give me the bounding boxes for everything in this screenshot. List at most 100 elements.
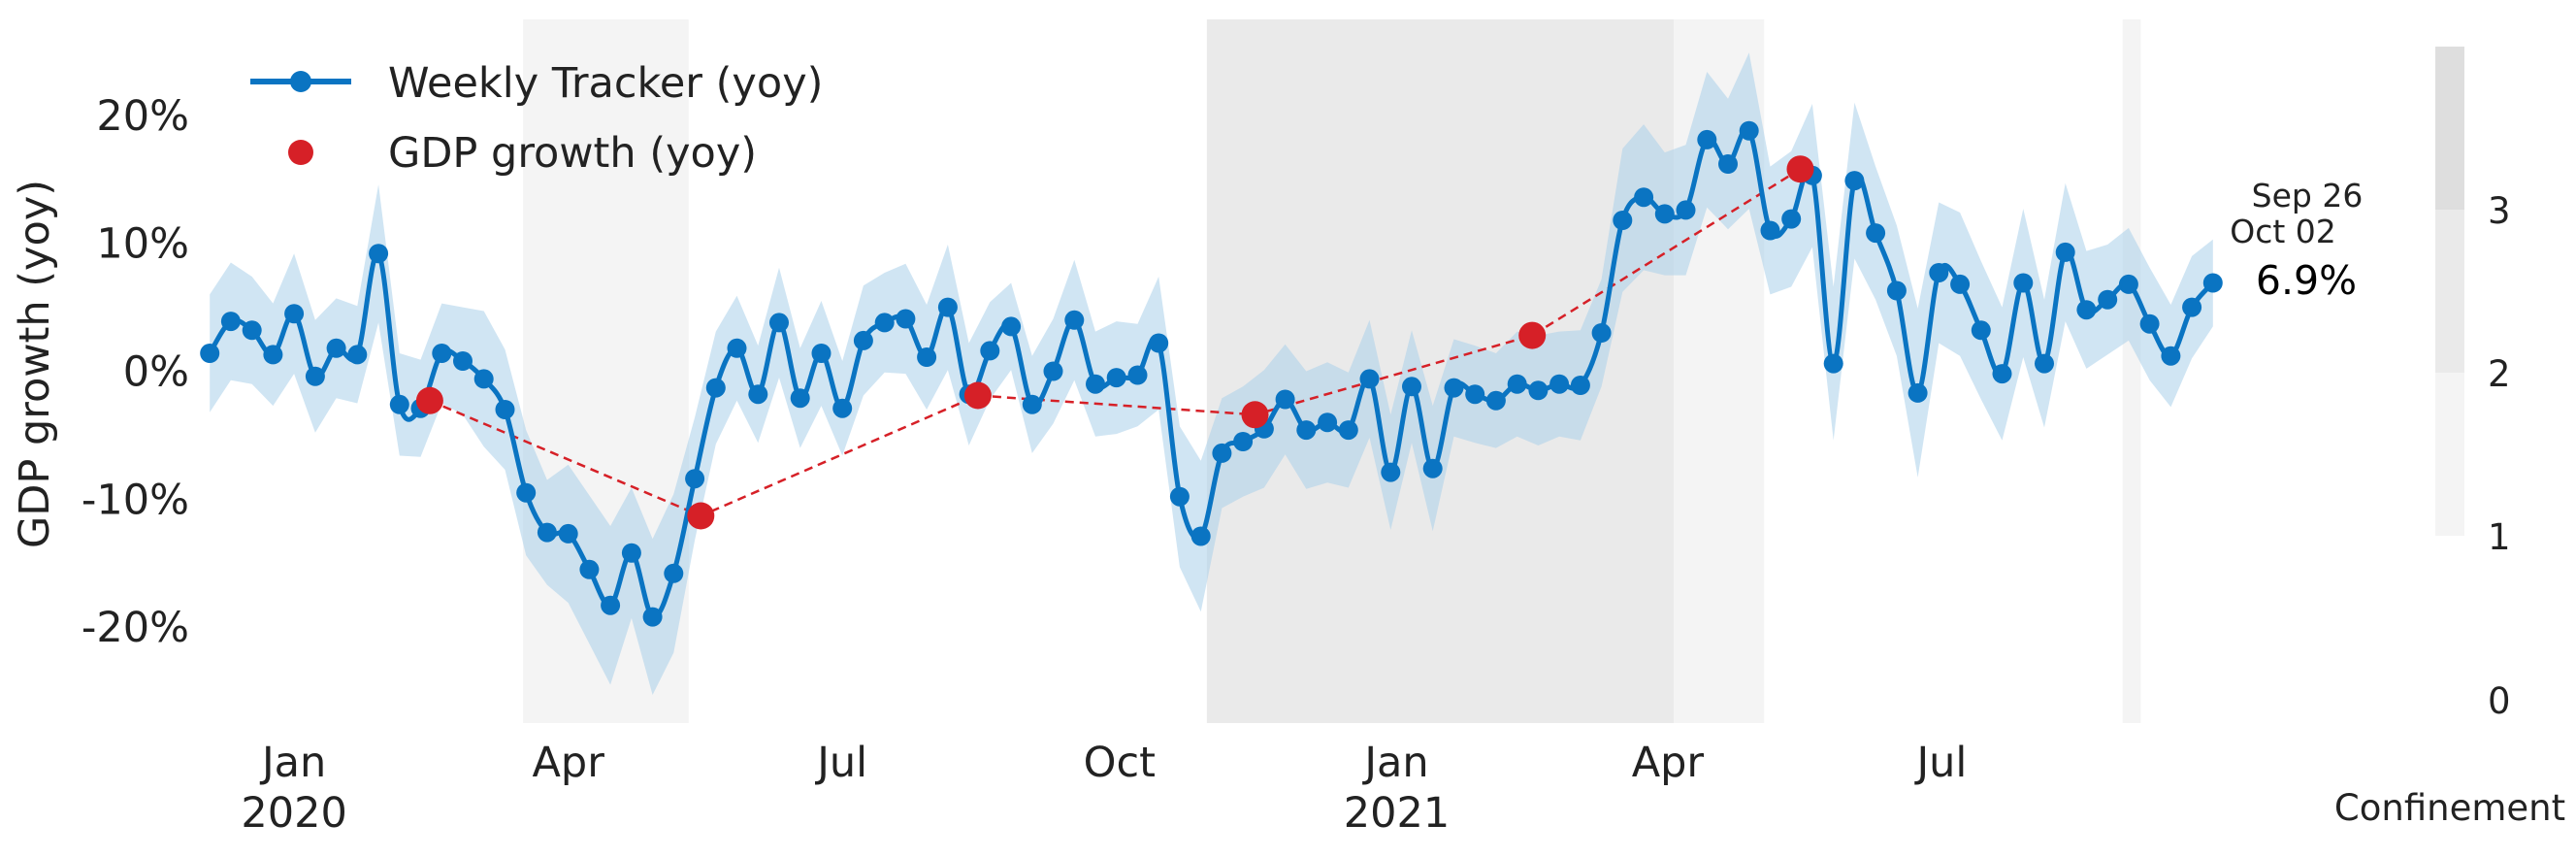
tracker-point-25 [727,338,747,358]
colorbar-tick-2: 2 [2488,353,2511,395]
tracker-point-62 [1507,374,1527,394]
tracker-point-83 [1950,274,1971,294]
tracker-point-21 [642,607,663,627]
tracker-point-33 [896,309,916,329]
tracker-point-8 [369,244,389,264]
y-axis: 20% 10% 0% -10% -20% [82,92,189,652]
x-tick-label-5: Apr [1632,739,1705,787]
annotation-week-end: Oct 02 [2230,213,2336,250]
tracker-point-24 [705,378,726,398]
y-tick-label-3: -10% [82,476,189,524]
tracker-point-84 [1971,320,1991,341]
tracker-point-43 [1106,368,1126,388]
x-tick-label-6: Jul [1913,739,1967,787]
tracker-point-82 [1929,263,1949,282]
weekly-tracker-layer [200,120,2223,627]
latest-annotation: Sep 26 Oct 02 6.9% [2230,177,2363,304]
tracker-point-81 [1908,382,1928,403]
colorbar-segment-1 [2435,373,2464,536]
tracker-point-18 [579,559,600,579]
tracker-point-13 [473,369,494,389]
tracker-point-30 [832,398,853,418]
tracker-point-90 [2098,289,2118,310]
tracker-point-79 [1866,223,1886,244]
tracker-point-71 [1697,129,1717,149]
x-tick-year-label-4: 2021 [1344,789,1450,838]
tracker-point-55 [1359,369,1380,389]
tracker-point-34 [917,347,937,367]
tracker-point-49 [1233,432,1254,451]
tracker-point-52 [1296,420,1317,441]
tracker-point-92 [2139,313,2160,334]
tracker-point-80 [1886,280,1907,301]
tracker-point-42 [1086,374,1105,394]
tracker-point-7 [347,345,368,365]
tracker-point-9 [389,394,409,414]
tracker-point-37 [980,341,1000,361]
tracker-point-39 [1022,394,1042,414]
tracker-point-77 [1823,353,1843,374]
annotation-value: 6.9% [2256,257,2357,304]
tracker-point-29 [811,344,831,363]
y-tick-label-1: 10% [96,220,189,269]
tracker-point-16 [537,522,557,543]
annotation-week-start: Sep 26 [2252,177,2364,214]
tracker-point-88 [2055,242,2075,262]
tracker-point-38 [1001,316,1022,337]
tracker-point-40 [1043,361,1063,381]
gdp-point-3 [1241,401,1269,429]
gdp-point-2 [963,381,992,410]
gdp-connector-layer [429,168,1802,517]
legend-entry-tracker: Weekly Tracker (yoy) [250,59,823,108]
tracker-point-66 [1591,323,1612,343]
tracker-point-94 [2182,297,2202,317]
tracker-point-46 [1169,486,1190,507]
y-tick-label-0: 20% [96,92,189,141]
gdp-point-1 [687,502,715,530]
gdp-point-0 [415,386,443,414]
tracker-point-93 [2161,346,2181,366]
tracker-point-3 [263,345,283,365]
colorbar-tick-0: 0 [2488,680,2511,722]
tracker-point-15 [516,482,537,503]
tracker-point-54 [1338,420,1358,441]
tracker-point-72 [1718,154,1738,174]
tracker-point-61 [1485,390,1506,411]
tracker-point-53 [1318,412,1338,433]
x-tick-label-1: Apr [533,739,605,787]
tracker-point-28 [790,388,810,409]
tracker-point-20 [621,543,641,563]
y-axis-title: GDP growth (yoy) [11,180,59,548]
y-tick-label-4: -20% [82,604,189,652]
tracker-point-22 [664,563,684,583]
tracker-point-64 [1549,374,1570,394]
tracker-point-5 [305,366,325,386]
tracker-point-12 [453,351,473,371]
tracker-point-59 [1444,378,1464,398]
legend-tracker-dot-icon [290,71,311,92]
tracker-point-26 [748,384,768,405]
tracker-point-67 [1613,211,1633,230]
gdp-points-layer [415,155,1814,530]
legend-tracker-label: Weekly Tracker (yoy) [388,59,823,108]
y-tick-label-2: 0% [123,348,189,397]
tracker-point-70 [1676,200,1696,220]
tracker-point-89 [2076,300,2097,320]
tracker-point-85 [1992,364,2012,384]
tracker-point-73 [1739,120,1759,141]
colorbar-segment-2 [2435,210,2464,373]
tracker-point-41 [1064,310,1085,330]
legend-gdp-dot-icon [288,140,313,165]
colorbar-title: Confinement [2334,787,2565,829]
tracker-point-78 [1844,171,1865,191]
tracker-point-2 [242,320,262,341]
tracker-point-58 [1422,458,1443,478]
tracker-point-57 [1402,377,1421,397]
tracker-point-74 [1760,220,1780,241]
tracker-point-19 [601,595,621,615]
tracker-point-27 [769,313,789,333]
gdp-point-5 [1786,155,1814,183]
tracker-point-91 [2118,274,2138,294]
tracker-point-31 [853,330,873,350]
tracker-point-95 [2202,273,2223,293]
